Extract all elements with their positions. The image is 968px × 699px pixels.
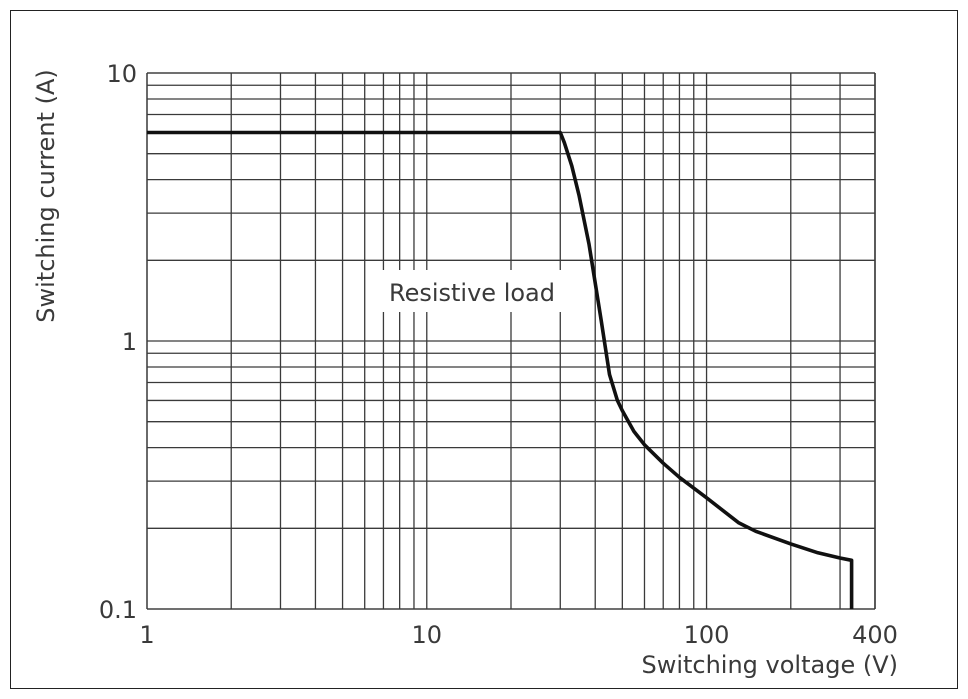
annotation-background	[374, 270, 570, 312]
chart-frame	[10, 10, 958, 689]
x-tick-label: 400	[852, 621, 898, 649]
x-tick-label: 10	[412, 621, 443, 649]
grid	[146, 72, 876, 610]
annotation: Resistive load	[374, 270, 570, 312]
y-tick-label: 0.1	[99, 596, 137, 624]
y-axis-label: Switching current (A)	[32, 69, 60, 322]
x-axis-label: Switching voltage (V)	[641, 651, 898, 679]
annotation-resistive-load: Resistive load	[389, 279, 555, 307]
series-line	[147, 130, 854, 609]
series-layer	[147, 130, 854, 609]
x-tick-label: 1	[139, 621, 154, 649]
y-tick-label: 1	[122, 328, 137, 356]
y-tick-label: 10	[106, 60, 137, 88]
x-tick-label: 100	[684, 621, 730, 649]
